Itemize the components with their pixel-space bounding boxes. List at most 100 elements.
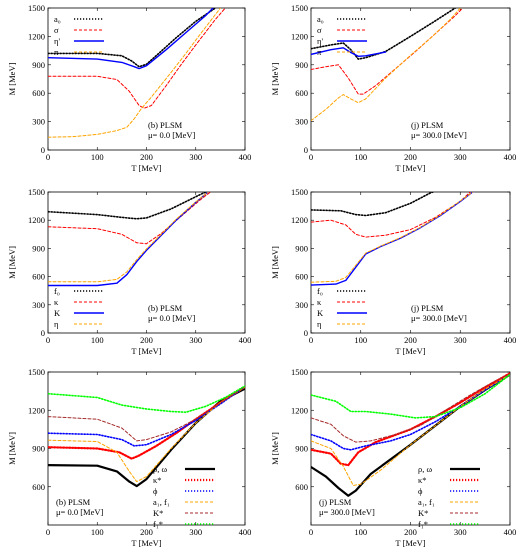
y-tick-label: 1200 xyxy=(291,31,308,41)
legend-label: κ* xyxy=(153,475,162,485)
chemical-potential-label: μ= 300.0 [MeV] xyxy=(411,313,467,323)
x-axis-label: T [MeV] xyxy=(131,538,161,548)
y-tick-label: 1500 xyxy=(28,187,45,197)
x-tick-label: 400 xyxy=(504,335,517,345)
series-line-4 xyxy=(48,8,221,138)
x-tick-label: 400 xyxy=(504,152,517,162)
x-tick-label: 300 xyxy=(454,152,467,162)
y-tick-label: 300 xyxy=(32,300,45,310)
x-tick-label: 200 xyxy=(140,152,153,162)
y-tick-label: 1500 xyxy=(291,3,308,13)
x-tick-label: 100 xyxy=(354,527,367,537)
legend-label: K xyxy=(54,308,61,318)
x-tick-label: 200 xyxy=(404,152,417,162)
series-line-3 xyxy=(48,192,209,287)
legend-label: η xyxy=(54,319,58,329)
series-line-1 xyxy=(48,192,207,220)
x-tick-label: 0 xyxy=(46,527,50,537)
y-tick-label: 300 xyxy=(295,117,308,127)
series-line-4 xyxy=(48,192,209,283)
chart-panel-6: 0 100 200 300 400 600 900 1200 1500 T [MeV] M [MeV… xyxy=(270,367,516,548)
chemical-potential-label: μ= 0.0 [MeV] xyxy=(56,507,104,517)
x-tick-label: 300 xyxy=(454,527,467,537)
y-tick-label: 1500 xyxy=(28,367,45,377)
legend-label: π xyxy=(54,47,59,57)
legend-label: κ xyxy=(54,297,59,307)
series-line-2 xyxy=(48,385,245,460)
legend-label: η xyxy=(317,319,321,329)
y-tick-label: 1200 xyxy=(28,31,45,41)
y-tick-label: 0 xyxy=(304,328,308,338)
y-tick-label: 900 xyxy=(32,444,45,454)
legend-label: κ* xyxy=(418,475,427,485)
panel-label: (j) PLSM xyxy=(319,497,352,507)
panel-label: (b) PLSM xyxy=(148,303,183,313)
series-line-3 xyxy=(311,47,387,57)
x-tick-label: 200 xyxy=(404,527,417,537)
x-tick-label: 100 xyxy=(354,335,367,345)
legend-label: a₀ xyxy=(317,14,324,24)
x-tick-label: 100 xyxy=(91,152,104,162)
legend-label: π xyxy=(317,47,322,57)
series-line-1 xyxy=(48,8,217,68)
legend-label: a₁, f₁ xyxy=(418,497,435,507)
legend-label: σ xyxy=(54,25,59,35)
x-tick-label: 100 xyxy=(91,335,104,345)
legend: ρ, ωκ*ϕa₁, f₁K*f₁* xyxy=(153,464,215,529)
y-tick-label: 600 xyxy=(32,88,45,98)
y-tick-label: 1200 xyxy=(28,215,45,225)
chemical-potential-label: μ= 0.0 [MeV] xyxy=(148,130,196,140)
plot-frame xyxy=(47,7,246,151)
series-line-3 xyxy=(48,8,214,70)
series-line-4 xyxy=(311,192,474,283)
series-line-5 xyxy=(311,373,510,443)
legend-label: f₀ xyxy=(54,286,60,296)
x-tick-label: 200 xyxy=(404,335,417,345)
y-tick-label: 900 xyxy=(32,243,45,253)
chart-panel-4: 0 100 200 300 400 0 300 600 900 1200 1500 T [MeV] M … xyxy=(270,187,516,356)
legend-label: K* xyxy=(418,508,428,518)
y-tick-label: 900 xyxy=(295,60,308,70)
x-tick-label: 0 xyxy=(309,335,313,345)
chemical-potential-label: μ= 300.0 [MeV] xyxy=(319,507,375,517)
legend-label: η' xyxy=(317,36,323,46)
series-line-1 xyxy=(311,8,457,60)
y-tick-label: 600 xyxy=(32,482,45,492)
x-tick-label: 200 xyxy=(140,527,153,537)
legend-label: η' xyxy=(54,36,60,46)
x-tick-label: 0 xyxy=(309,152,313,162)
x-axis-label: T [MeV] xyxy=(131,346,161,356)
x-axis-label: T [MeV] xyxy=(395,163,425,173)
y-tick-label: 600 xyxy=(32,272,45,282)
y-tick-label: 600 xyxy=(295,272,308,282)
x-tick-label: 100 xyxy=(354,152,367,162)
legend: ρ, ωκ*ϕa₁, f₁K*f₁* xyxy=(418,464,480,529)
x-axis-label: T [MeV] xyxy=(131,163,161,173)
series-line-4 xyxy=(311,8,461,122)
y-tick-label: 1200 xyxy=(291,215,308,225)
y-tick-label: 0 xyxy=(304,145,308,155)
legend-label: ρ, ω xyxy=(153,464,167,474)
legend-label: ϕ xyxy=(418,486,423,496)
series-line-4 xyxy=(311,374,510,486)
legend-label: K xyxy=(317,308,324,318)
legend-label: a₁, f₁ xyxy=(153,497,170,507)
y-tick-label: 300 xyxy=(32,117,45,127)
legend-label: f₁* xyxy=(153,519,163,529)
series-line-6 xyxy=(48,385,245,413)
panel-label: (b) PLSM xyxy=(56,497,91,507)
legend-label: a₀ xyxy=(54,14,61,24)
chart-panel-2: 0 100 200 300 400 0 300 600 900 1200 1500 T [MeV] M … xyxy=(270,3,516,173)
chart-panel-3: 0 100 200 300 400 0 300 600 900 1200 1500 T [MeV] M … xyxy=(7,187,251,356)
x-tick-label: 300 xyxy=(189,335,202,345)
x-tick-label: 0 xyxy=(46,152,50,162)
x-axis-label: T [MeV] xyxy=(395,346,425,356)
series-line-2 xyxy=(48,8,226,109)
x-tick-label: 400 xyxy=(239,527,252,537)
legend-label: ϕ xyxy=(153,486,158,496)
chemical-potential-label: μ= 0.0 [MeV] xyxy=(148,313,196,323)
y-tick-label: 900 xyxy=(295,243,308,253)
